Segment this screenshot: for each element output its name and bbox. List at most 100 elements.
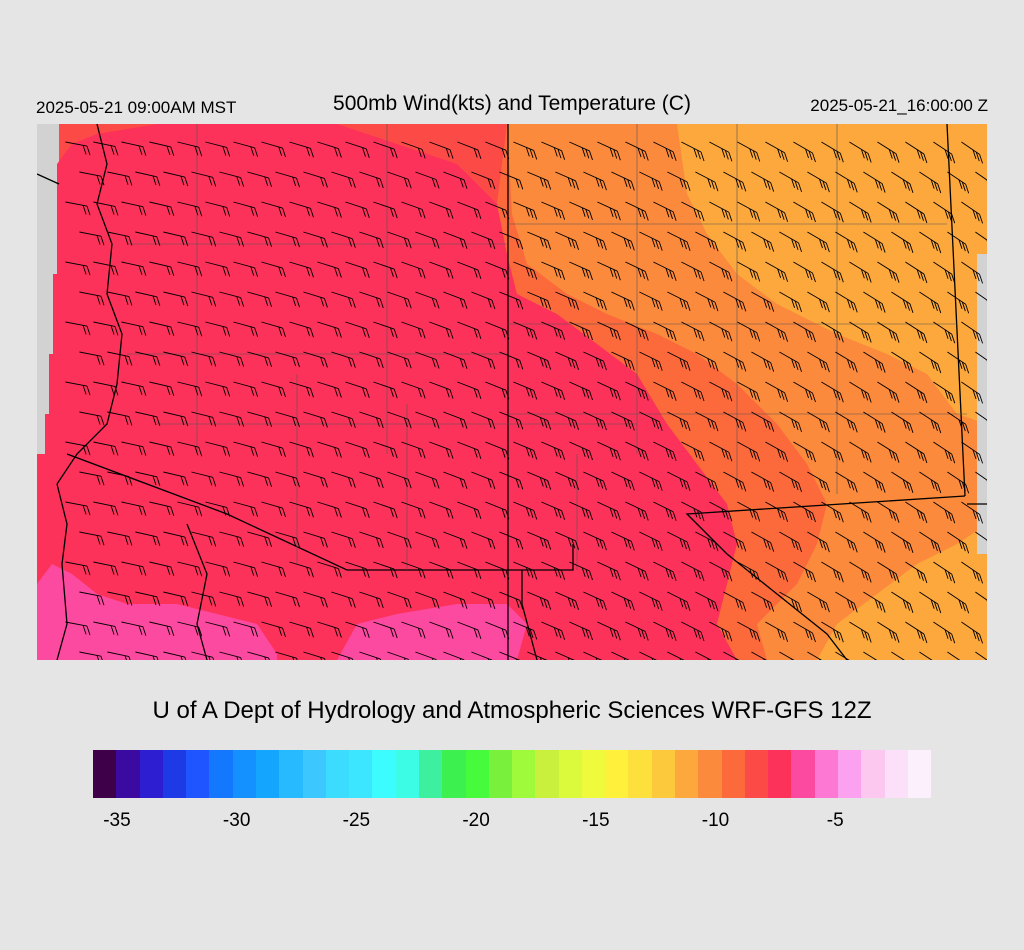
wind-barb-feather: [853, 363, 858, 373]
wind-barb-feather: [268, 177, 273, 188]
wind-barb-feather: [184, 236, 189, 247]
wind-barb-feather: [268, 597, 273, 608]
wind-barb-feather: [362, 627, 366, 637]
wind-barb-feather: [505, 390, 510, 400]
wind-barb-feather: [763, 178, 768, 188]
wind-barb-feather: [547, 600, 552, 610]
wind-barb-feather: [417, 267, 422, 278]
wind-barb-feather: [972, 209, 977, 220]
wind-barb-feather: [575, 420, 579, 430]
wind-barb-feather: [860, 209, 865, 219]
wind-barb-feather: [616, 631, 621, 641]
wind-barb-feather: [571, 359, 576, 369]
wind-barb-feather: [766, 420, 771, 430]
wind-barb-feather: [944, 449, 949, 459]
wind-barb-feather: [166, 445, 171, 456]
wind-barb-feather: [825, 242, 830, 253]
wind-barb-feather: [923, 633, 928, 644]
wind-barb-feather: [975, 632, 980, 642]
wind-barb-feather: [571, 419, 576, 429]
wind-barb-feather: [923, 393, 928, 404]
wind-barb-feather: [613, 509, 618, 519]
wind-barb-feather: [693, 508, 698, 518]
wind-barb-feather: [721, 508, 726, 518]
wind-barb-feather: [906, 541, 911, 551]
wind-barb-feather: [138, 265, 143, 275]
wind-barb-feather: [637, 387, 642, 398]
wind-barb-feather: [839, 513, 844, 523]
wind-barb-feather: [254, 207, 259, 217]
wind-barb-feather: [700, 331, 705, 342]
wind-barb-feather: [417, 447, 422, 458]
wind-barb-feather: [595, 357, 600, 367]
wind-barb-feather: [310, 508, 314, 518]
wind-barb-feather: [798, 242, 802, 252]
wind-barb-feather: [208, 236, 213, 246]
wind-barb-feather: [923, 153, 928, 164]
wind-barb-feather: [477, 269, 482, 280]
wind-barb-feather: [846, 419, 851, 429]
wind-barb-feather: [749, 568, 754, 578]
wind-barb-feather: [96, 595, 101, 605]
wind-barb-feather: [110, 145, 115, 155]
wind-barb-feather: [836, 391, 841, 401]
wind-barb-feather: [686, 421, 691, 431]
wind-barb-feather: [463, 239, 468, 249]
wind-barb-feather: [669, 569, 673, 580]
wind-barb-feather: [972, 269, 977, 280]
wind-barb-feather: [944, 329, 949, 339]
wind-barb-feather: [180, 356, 185, 366]
wind-barb-feather: [421, 149, 426, 159]
wind-barb-feather: [822, 240, 827, 251]
wind-barb-feather: [407, 479, 412, 489]
wind-barb-feather: [902, 539, 907, 549]
wind-barb-feather: [435, 419, 440, 429]
wind-barb-feather: [693, 328, 698, 338]
wind-barb-feather: [100, 356, 105, 366]
wind-barb-feather: [742, 242, 747, 252]
wind-barb-feather: [979, 154, 983, 164]
wind-barb-feather: [390, 387, 394, 397]
wind-barb-feather: [742, 182, 747, 192]
wind-barb-feather: [505, 630, 510, 640]
wind-barb-feather: [124, 355, 129, 365]
wind-barb-feather: [679, 358, 684, 368]
wind-barb-feather: [846, 479, 851, 489]
wind-barb-feather: [525, 627, 530, 637]
wind-barb-feather: [846, 539, 851, 549]
wind-barb-feather: [860, 149, 865, 159]
wind-barb-feather: [623, 237, 628, 248]
wind-barb-feather: [180, 536, 185, 546]
wind-barb-feather: [710, 540, 715, 550]
wind-barb-feather: [934, 241, 938, 252]
wind-barb-feather: [278, 326, 283, 337]
wind-barb-feather: [390, 207, 394, 217]
wind-barb-feather: [867, 453, 872, 463]
wind-barb-feather: [930, 599, 935, 609]
wind-barb-feather: [166, 325, 171, 336]
wind-barb-feather: [644, 451, 649, 461]
wind-barb-feather: [240, 477, 245, 487]
wind-barb-feather: [756, 452, 761, 462]
wind-barb-feather: [693, 208, 698, 218]
wind-barb-feather: [721, 388, 726, 398]
wind-barb-feather: [749, 328, 754, 338]
wind-barb-feather: [934, 541, 938, 552]
wind-barb-feather: [575, 480, 579, 490]
wind-barb-feather: [138, 445, 143, 455]
wind-barb-feather: [613, 449, 618, 459]
wind-barb-feather: [557, 508, 562, 519]
wind-barb-feather: [961, 361, 966, 372]
wind-barb-feather: [525, 387, 530, 397]
wind-barb-feather: [501, 208, 506, 218]
wind-barb-feather: [362, 447, 366, 457]
wind-barb-feather: [839, 393, 844, 403]
wind-barb-feather: [951, 274, 956, 284]
wind-barb-feather: [833, 268, 837, 279]
boundary-line: [186, 523, 208, 660]
wind-barb-feather: [212, 657, 215, 660]
wind-barb-feather: [264, 536, 269, 546]
wind-barb-feather: [250, 446, 255, 456]
wind-barb-feather: [937, 423, 942, 434]
wind-barb: [667, 651, 685, 660]
